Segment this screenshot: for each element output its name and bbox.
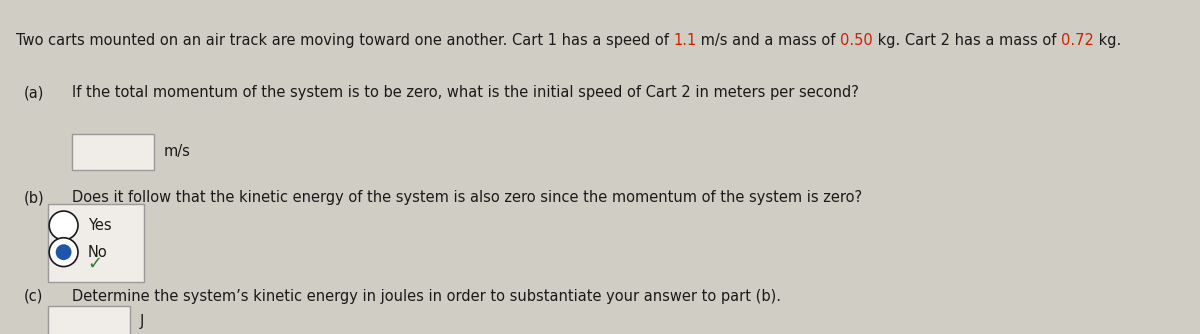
Text: ✓: ✓ [88,255,103,273]
Ellipse shape [49,211,78,240]
Text: If the total momentum of the system is to be zero, what is the initial speed of : If the total momentum of the system is t… [72,85,859,100]
Text: m/s and a mass of: m/s and a mass of [696,33,840,48]
Bar [72,134,154,170]
Text: kg. Cart 2 has a mass of: kg. Cart 2 has a mass of [874,33,1061,48]
Text: (c): (c) [24,289,43,304]
Text: m/s: m/s [163,145,190,159]
Text: Two carts mounted on an air track are moving toward one another. Cart 1 has a sp: Two carts mounted on an air track are mo… [16,33,673,48]
Text: Determine the system’s kinetic energy in joules in order to substantiate your an: Determine the system’s kinetic energy in… [72,289,781,304]
Bar [48,204,144,282]
Text: No: No [88,245,107,260]
Text: kg.: kg. [1094,33,1121,48]
Text: J: J [139,314,144,329]
Ellipse shape [49,238,78,267]
Bar [48,306,130,334]
Text: 1.1: 1.1 [673,33,696,48]
Ellipse shape [55,244,72,260]
Text: (a): (a) [24,85,44,100]
Text: 0.50: 0.50 [840,33,874,48]
Text: (b): (b) [24,190,44,205]
Text: Does it follow that the kinetic energy of the system is also zero since the mome: Does it follow that the kinetic energy o… [72,190,862,205]
Text: 0.72: 0.72 [1061,33,1094,48]
Text: Yes: Yes [88,218,112,233]
